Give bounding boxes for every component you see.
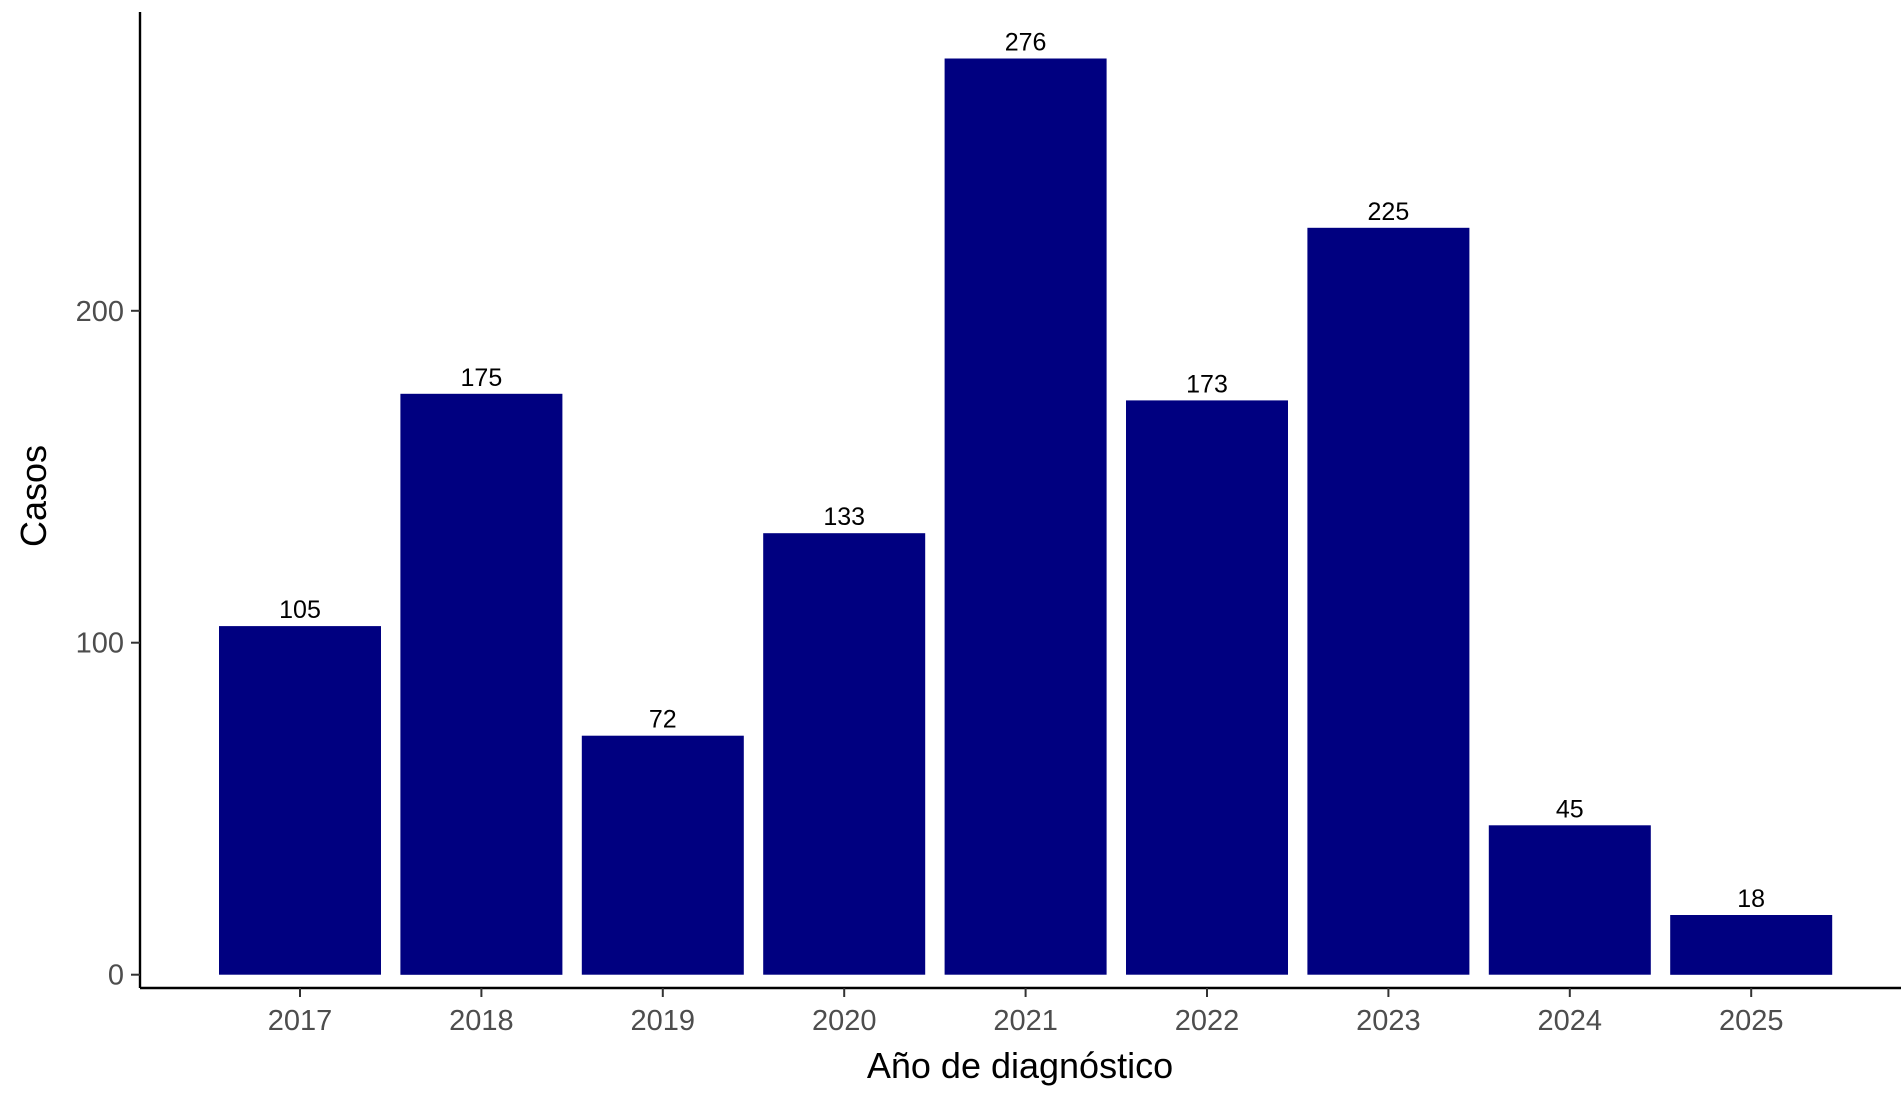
bar-2022 xyxy=(1126,400,1288,975)
bar-2017 xyxy=(219,626,381,975)
x-tick-label-2025: 2025 xyxy=(1719,1005,1784,1037)
x-tick-label-2023: 2023 xyxy=(1356,1005,1421,1037)
data-label-2018: 175 xyxy=(461,364,503,392)
x-tick-label-2018: 2018 xyxy=(449,1005,514,1037)
x-axis-title: Año de diagnóstico xyxy=(867,1045,1173,1086)
x-tick-label-2022: 2022 xyxy=(1175,1005,1240,1037)
axes-layer xyxy=(138,12,1901,990)
x-ticks-layer: 2017 2018 2019 2020 2021 2022 2023 2024 2025 xyxy=(268,988,1784,1037)
y-tick-label-200: 200 xyxy=(76,296,124,328)
data-label-2020: 133 xyxy=(823,503,865,531)
data-labels-layer: 105 175 72 133 276 173 225 45 18 xyxy=(279,29,1765,914)
data-label-2022: 173 xyxy=(1186,370,1228,398)
data-label-2021: 276 xyxy=(1005,29,1047,57)
x-tick-label-2017: 2017 xyxy=(268,1005,333,1037)
data-label-2024: 45 xyxy=(1556,795,1584,823)
x-tick-label-2020: 2020 xyxy=(812,1005,877,1037)
y-ticks-layer: 0 100 200 xyxy=(76,296,140,992)
bar-2024 xyxy=(1488,825,1651,975)
bar-2018 xyxy=(400,393,563,975)
bar-2025 xyxy=(1670,915,1833,975)
x-tick-label-2021: 2021 xyxy=(993,1005,1058,1037)
y-tick-label-100: 100 xyxy=(76,628,124,660)
data-label-2017: 105 xyxy=(279,596,321,624)
x-tick-label-2019: 2019 xyxy=(631,1005,696,1037)
y-tick-label-0: 0 xyxy=(108,960,124,992)
bar-2019 xyxy=(581,735,744,975)
data-label-2025: 18 xyxy=(1737,885,1765,913)
bar-2023 xyxy=(1307,227,1470,975)
bars-layer xyxy=(219,58,1833,975)
data-label-2019: 72 xyxy=(649,706,677,734)
x-tick-label-2024: 2024 xyxy=(1538,1005,1603,1037)
bar-2021 xyxy=(944,58,1107,975)
y-axis-title: Casos xyxy=(13,445,54,547)
data-label-2023: 225 xyxy=(1368,198,1410,226)
bar-2020 xyxy=(763,533,926,975)
